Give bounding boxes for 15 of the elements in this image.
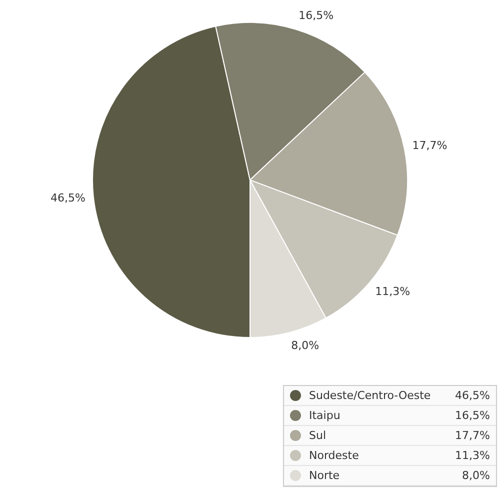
- text: 46,5%: [455, 389, 490, 402]
- legend-label: Sul: [309, 429, 328, 442]
- text: 11,3%: [455, 449, 490, 462]
- text: 8,0%: [462, 469, 490, 482]
- legend-label: Sudeste/Centro-Oeste: [309, 389, 432, 402]
- legend-label: Nordeste: [309, 449, 360, 462]
- data-label: 8,0%: [291, 338, 320, 352]
- legend-label: Norte: [309, 469, 341, 482]
- data-label: 46,5%: [50, 192, 86, 205]
- data-label: 16,5%: [298, 8, 334, 22]
- data-label: 11,3%: [375, 285, 410, 298]
- data-label: 17,7%: [412, 139, 448, 152]
- text: 16,5%: [455, 409, 490, 422]
- text: 17,7%: [455, 429, 490, 442]
- legend-label: Itaipu: [309, 409, 342, 422]
